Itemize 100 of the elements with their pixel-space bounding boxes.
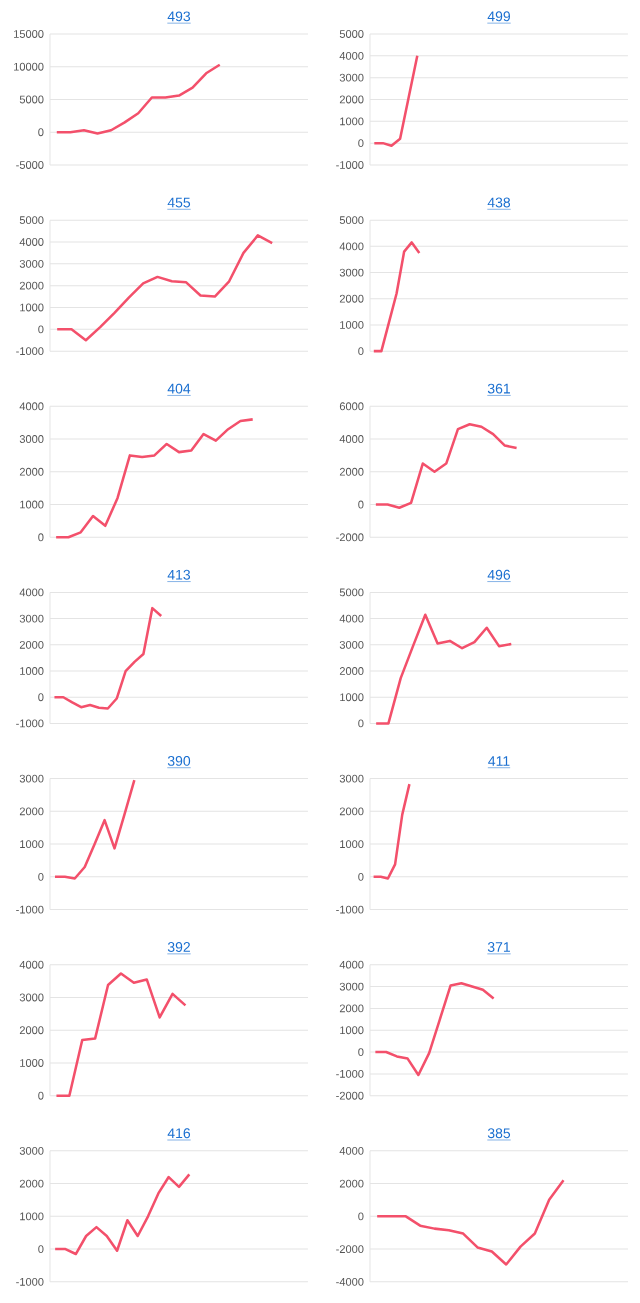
chart-title: 361 xyxy=(487,383,510,394)
y-tick-label: 4000 xyxy=(339,614,364,623)
line-series xyxy=(374,613,513,725)
chart-title: 371 xyxy=(487,942,510,953)
y-tick-label: 3000 xyxy=(19,993,44,1002)
y-tick-label: -4000 xyxy=(336,1277,364,1286)
y-tick-label: 1000 xyxy=(340,1026,364,1035)
y-tick-label: 4000 xyxy=(339,435,364,443)
chart-title: 404 xyxy=(167,383,191,394)
y-tick-label: -1000 xyxy=(336,161,364,169)
y-tick-label: 1000 xyxy=(340,840,364,848)
y-tick-label: 2000 xyxy=(19,807,44,816)
y-tick-label: 15000 xyxy=(14,30,44,38)
y-tick-label: -1000 xyxy=(16,1277,44,1286)
y-tick-label: 2000 xyxy=(339,467,364,476)
y-tick-label: 4000 xyxy=(339,242,364,251)
line-series xyxy=(53,778,136,880)
y-tick-label: 0 xyxy=(358,872,364,881)
line-series xyxy=(54,418,254,539)
y-tick-label: 0 xyxy=(38,128,44,137)
y-tick-label: 2000 xyxy=(339,95,364,104)
y-tick-label: 3000 xyxy=(339,73,364,82)
y-tick-label: 5000 xyxy=(339,30,364,38)
y-tick-label: 0 xyxy=(358,139,364,148)
chart-title: 496 xyxy=(487,569,511,580)
y-tick-label: 4000 xyxy=(339,51,364,60)
y-tick-label: 2000 xyxy=(19,281,44,290)
y-tick-label: -1000 xyxy=(336,905,364,914)
y-tick-label: -2000 xyxy=(336,533,364,542)
y-tick-label: 3000 xyxy=(19,774,44,783)
y-tick-label: 0 xyxy=(358,1212,364,1221)
line-series xyxy=(53,1173,191,1256)
y-tick-label: 5000 xyxy=(19,216,44,225)
line-series xyxy=(55,972,187,1097)
line-series xyxy=(372,241,421,353)
y-tick-label: 0 xyxy=(358,347,364,356)
y-tick-label: 5000 xyxy=(339,216,364,225)
y-tick-label: 3000 xyxy=(19,259,44,268)
y-tick-label: 3000 xyxy=(339,982,364,991)
y-tick-label: 4000 xyxy=(19,960,44,969)
y-tick-label: 1000 xyxy=(20,500,44,509)
y-tick-label: 1000 xyxy=(20,1212,44,1221)
chart-title: 392 xyxy=(167,942,190,953)
y-tick-label: 2000 xyxy=(339,294,364,303)
y-tick-label: 1000 xyxy=(340,321,364,329)
y-tick-label: 0 xyxy=(38,693,44,702)
y-tick-label: -2000 xyxy=(336,1091,364,1100)
y-tick-label: 2000 xyxy=(339,1004,364,1013)
y-tick-label: 4000 xyxy=(339,960,364,969)
y-tick-label: 3000 xyxy=(19,614,44,623)
y-tick-label: 4000 xyxy=(339,1146,364,1155)
y-tick-label: 1000 xyxy=(20,667,44,675)
y-tick-label: 1000 xyxy=(20,303,44,312)
y-tick-label: -1000 xyxy=(16,347,44,356)
y-tick-label: 2000 xyxy=(339,667,364,675)
y-tick-label: 3000 xyxy=(339,640,364,649)
chart-title: 499 xyxy=(487,11,510,22)
y-tick-label: 0 xyxy=(38,533,44,542)
y-tick-label: 4000 xyxy=(19,588,44,597)
line-series xyxy=(55,234,274,342)
line-series xyxy=(374,423,518,510)
y-tick-label: -1000 xyxy=(336,1069,364,1078)
y-tick-label: 2000 xyxy=(19,640,44,649)
y-tick-label: 0 xyxy=(38,1091,44,1100)
line-series xyxy=(373,54,419,148)
y-tick-label: 0 xyxy=(38,325,44,334)
y-tick-label: 0 xyxy=(38,1245,44,1254)
y-tick-label: 0 xyxy=(358,1048,364,1056)
chart-title: 411 xyxy=(488,756,510,766)
y-tick-label: 2000 xyxy=(339,807,364,816)
line-series xyxy=(53,606,163,710)
chart-title: 455 xyxy=(167,197,191,208)
y-tick-label: 2000 xyxy=(19,1179,44,1188)
y-tick-label: -1000 xyxy=(16,905,44,914)
y-tick-label: 4000 xyxy=(19,402,44,411)
y-tick-label: 2000 xyxy=(339,1179,364,1188)
y-tick-label: 0 xyxy=(358,719,364,728)
chart-title: 413 xyxy=(167,569,191,580)
chart-title: 390 xyxy=(167,755,191,766)
y-tick-label: 4000 xyxy=(19,238,44,246)
y-tick-label: 10000 xyxy=(14,62,44,71)
chart-title: 416 xyxy=(167,1128,191,1139)
y-tick-label: 3000 xyxy=(19,1146,44,1155)
y-tick-label: 3000 xyxy=(339,774,364,783)
y-tick-label: 1000 xyxy=(20,1059,44,1067)
y-tick-label: 5000 xyxy=(339,588,364,597)
y-tick-label: 5000 xyxy=(19,95,44,104)
y-tick-label: 6000 xyxy=(339,402,364,411)
y-tick-label: -1000 xyxy=(16,719,44,728)
chart-title: 493 xyxy=(167,11,191,22)
line-series xyxy=(374,982,495,1077)
y-tick-label: 1000 xyxy=(340,117,364,126)
y-tick-label: 3000 xyxy=(339,268,364,277)
chart-title: 385 xyxy=(487,1128,511,1139)
y-tick-label: 2000 xyxy=(19,467,44,476)
line-series xyxy=(372,782,411,880)
y-tick-label: 3000 xyxy=(19,435,44,443)
chart-title: 438 xyxy=(487,197,511,208)
y-tick-label: -2000 xyxy=(336,1245,364,1254)
y-tick-label: -5000 xyxy=(16,161,44,169)
